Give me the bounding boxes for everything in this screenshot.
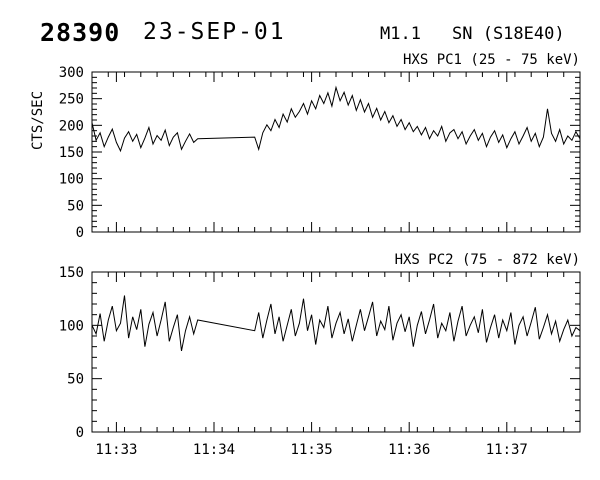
flare-location: SN (S18E40) — [452, 24, 565, 44]
event-number: 28390 — [40, 18, 121, 47]
svg-text:150: 150 — [59, 145, 84, 161]
goes-class: M1.1 — [380, 24, 421, 44]
svg-text:100: 100 — [59, 172, 84, 188]
svg-text:11:37: 11:37 — [486, 442, 528, 458]
svg-text:300: 300 — [59, 65, 84, 81]
header: 28390 23-SEP-01 M1.1 SN (S18E40) — [0, 10, 600, 50]
svg-text:250: 250 — [59, 92, 84, 108]
svg-text:11:34: 11:34 — [193, 442, 235, 458]
pc1-plot-area: 0 50 100 150 200 250 300 — [59, 65, 581, 241]
svg-text:0: 0 — [76, 425, 84, 441]
svg-text:11:36: 11:36 — [388, 442, 430, 458]
svg-text:11:33: 11:33 — [95, 442, 137, 458]
svg-text:50: 50 — [67, 372, 84, 388]
svg-text:150: 150 — [59, 265, 84, 281]
svg-text:100: 100 — [59, 318, 84, 334]
svg-text:200: 200 — [59, 118, 84, 134]
svg-text:50: 50 — [67, 198, 84, 214]
event-date: 23-SEP-01 — [143, 19, 286, 45]
svg-text:11:35: 11:35 — [291, 442, 333, 458]
svg-text:0: 0 — [76, 225, 84, 241]
pc2-title: HXS PC2 (75 - 872 keV) — [394, 252, 580, 268]
pc2-plot-area: 0 50 100 150 11:33 11:34 11:35 11:36 11:37 — [59, 265, 581, 458]
pc1-title: HXS PC1 (25 - 75 keV) — [402, 52, 580, 68]
